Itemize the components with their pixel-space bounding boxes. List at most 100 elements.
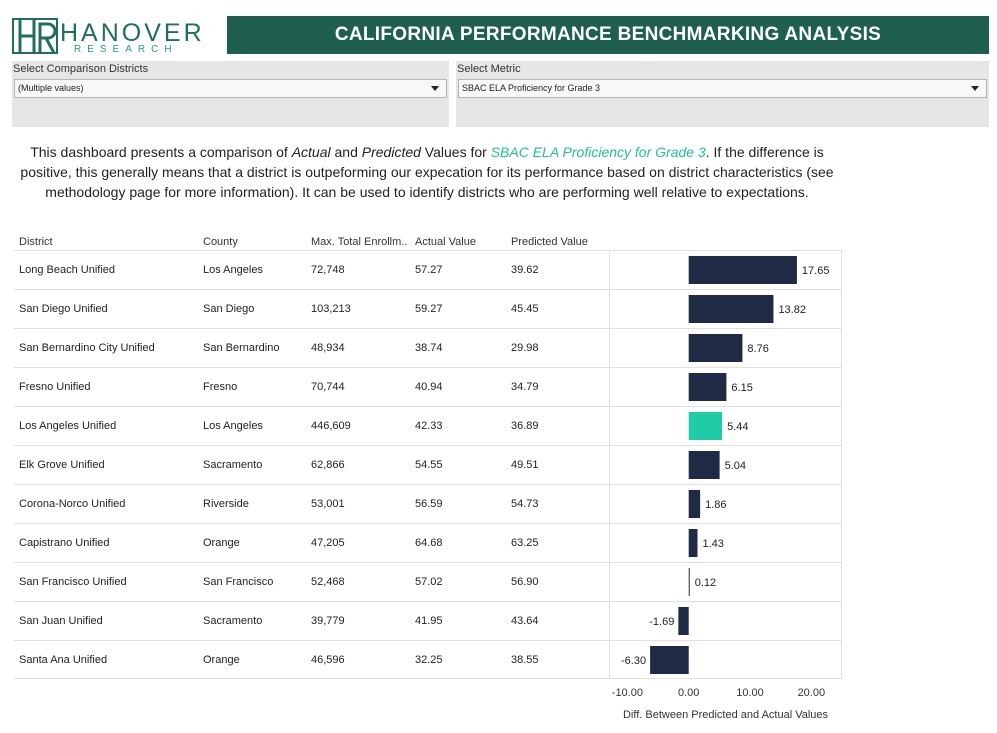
bar-value-label: 5.44: [727, 421, 748, 433]
desc-metric: SBAC ELA Proficiency for Grade 3: [490, 144, 706, 160]
bar-value-label: -6.30: [621, 655, 646, 667]
metric-filter-label: Select Metric: [457, 63, 521, 75]
col-header-actual[interactable]: Actual Value: [415, 236, 476, 248]
cell-county: Sacramento: [203, 459, 263, 471]
table-row[interactable]: Long Beach Unified Los Angeles 72,748 57.27…: [14, 250, 842, 289]
cell-enrollment: 39,779: [311, 615, 345, 627]
bar-value-label: 6.15: [731, 382, 752, 394]
cell-predicted: 49.51: [511, 459, 539, 471]
col-header-predicted[interactable]: Predicted Value: [511, 236, 588, 248]
cell-county: Los Angeles: [203, 420, 263, 432]
dashboard-description: This dashboard presents a comparison of …: [12, 142, 842, 202]
diff-bar[interactable]: [688, 334, 743, 362]
col-header-county[interactable]: County: [203, 236, 238, 248]
cell-actual: 41.95: [415, 615, 443, 627]
cell-county: Fresno: [203, 381, 238, 393]
districts-dropdown[interactable]: (Multiple values): [14, 79, 447, 98]
table-row[interactable]: Fresno Unified Fresno 70,744 40.94 34.79: [14, 367, 842, 406]
cell-district: Capistrano Unified: [19, 537, 110, 549]
cell-county: San Francisco: [203, 576, 274, 588]
cell-county: Orange: [203, 654, 240, 666]
bar-value-label: 17.65: [802, 265, 830, 277]
table-row[interactable]: Corona-Norco Unified Riverside 53,001 56.59…: [14, 484, 842, 523]
chevron-down-icon[interactable]: [971, 86, 979, 91]
cell-district: Corona-Norco Unified: [19, 498, 126, 510]
table-row[interactable]: Capistrano Unified Orange 47,205 64.68 63.25: [14, 523, 842, 562]
x-tick-label: -10.00: [612, 687, 643, 699]
cell-actual: 54.55: [415, 459, 443, 471]
bar-value-label: 1.86: [705, 499, 726, 511]
diff-bar[interactable]: [688, 529, 698, 557]
desc-text: . If the difference is positive, this ge…: [20, 144, 834, 200]
cell-county: Sacramento: [203, 615, 263, 627]
cell-actual: 57.27: [415, 264, 443, 276]
desc-text: This dashboard presents a comparison of: [30, 144, 292, 160]
cell-actual: 38.74: [415, 342, 443, 354]
cell-predicted: 39.62: [511, 264, 539, 276]
diff-bar[interactable]: [688, 490, 701, 518]
x-tick-label: 20.00: [798, 687, 826, 699]
table-row[interactable]: Santa Ana Unified Orange 46,596 32.25 38.55: [14, 640, 842, 679]
page-title: CALIFORNIA PERFORMANCE BENCHMARKING ANAL…: [334, 24, 882, 45]
cell-district: Long Beach Unified: [19, 264, 116, 276]
x-tick-label: 10.00: [736, 687, 764, 699]
col-header-district[interactable]: District: [19, 236, 53, 248]
table-row[interactable]: San Bernardino City Unified San Bernardin…: [14, 328, 842, 367]
cell-county: Orange: [203, 537, 240, 549]
diff-bar[interactable]: [688, 412, 723, 440]
cell-predicted: 29.98: [511, 342, 539, 354]
table-row[interactable]: San Diego Unified San Diego 103,213 59.27 45…: [14, 289, 842, 328]
diff-bar[interactable]: [678, 607, 689, 635]
cell-county: Los Angeles: [203, 264, 263, 276]
diff-bar[interactable]: [688, 568, 690, 596]
cell-district: Elk Grove Unified: [19, 459, 105, 471]
col-header-enrollment[interactable]: Max. Total Enrollm..: [311, 236, 408, 248]
diff-bar[interactable]: [650, 646, 689, 674]
hr-monogram-icon: [12, 18, 58, 54]
table-row[interactable]: San Francisco Unified San Francisco 52,468…: [14, 562, 842, 601]
diff-bar[interactable]: [688, 295, 774, 323]
cell-actual: 32.25: [415, 654, 443, 666]
bar-value-label: -1.69: [649, 616, 674, 628]
chevron-down-icon[interactable]: [431, 86, 439, 91]
cell-predicted: 45.45: [511, 303, 539, 315]
cell-actual: 56.59: [415, 498, 443, 510]
cell-actual: 57.02: [415, 576, 443, 588]
districts-filter-panel: Select Comparison Districts (Multiple va…: [12, 61, 449, 127]
cell-district: San Diego Unified: [19, 303, 108, 315]
diff-bar-chart: 17.65 13.82 8.76 6.15 5.44 5.04 1.86 1.43 0.12 -1…: [621, 256, 830, 674]
desc-predicted: Predicted: [361, 144, 421, 160]
cell-predicted: 54.73: [511, 498, 539, 510]
metric-dropdown[interactable]: SBAC ELA Proficiency for Grade 3: [458, 79, 987, 98]
cell-actual: 40.94: [415, 381, 443, 393]
diff-bar[interactable]: [688, 373, 727, 401]
x-tick-label: 0.00: [678, 687, 699, 699]
cell-enrollment: 46,596: [311, 654, 345, 666]
cell-enrollment: 52,468: [311, 576, 345, 588]
cell-actual: 59.27: [415, 303, 443, 315]
cell-predicted: 38.55: [511, 654, 539, 666]
table-row[interactable]: Elk Grove Unified Sacramento 62,866 54.55 49…: [14, 445, 842, 484]
cell-district: San Francisco Unified: [19, 576, 127, 588]
brand-name: HANOVER: [60, 19, 205, 47]
metric-filter-panel: Select Metric SBAC ELA Proficiency for G…: [456, 61, 989, 127]
bar-value-label: 1.43: [702, 538, 723, 550]
cell-district: Los Angeles Unified: [19, 420, 117, 432]
brand-sub: RESEARCH: [74, 44, 178, 55]
table-row[interactable]: San Juan Unified Sacramento 39,779 41.95 43.…: [14, 601, 842, 640]
cell-district: Santa Ana Unified: [19, 654, 108, 666]
table-row[interactable]: Los Angeles Unified Los Angeles 446,609 42.…: [14, 406, 842, 445]
cell-county: San Diego: [203, 303, 255, 315]
diff-bar[interactable]: [688, 256, 797, 284]
x-axis: -10.00 0.00 10.00 20.00: [612, 687, 826, 699]
cell-predicted: 63.25: [511, 537, 539, 549]
cell-enrollment: 103,213: [311, 303, 351, 315]
metric-dropdown-value: SBAC ELA Proficiency for Grade 3: [462, 83, 601, 93]
cell-enrollment: 62,866: [311, 459, 345, 471]
cell-enrollment: 48,934: [311, 342, 345, 354]
cell-county: San Bernardino: [203, 342, 280, 354]
districts-filter-label: Select Comparison Districts: [13, 63, 149, 75]
cell-predicted: 56.90: [511, 576, 539, 588]
cell-predicted: 34.79: [511, 381, 539, 393]
diff-bar[interactable]: [688, 451, 720, 479]
